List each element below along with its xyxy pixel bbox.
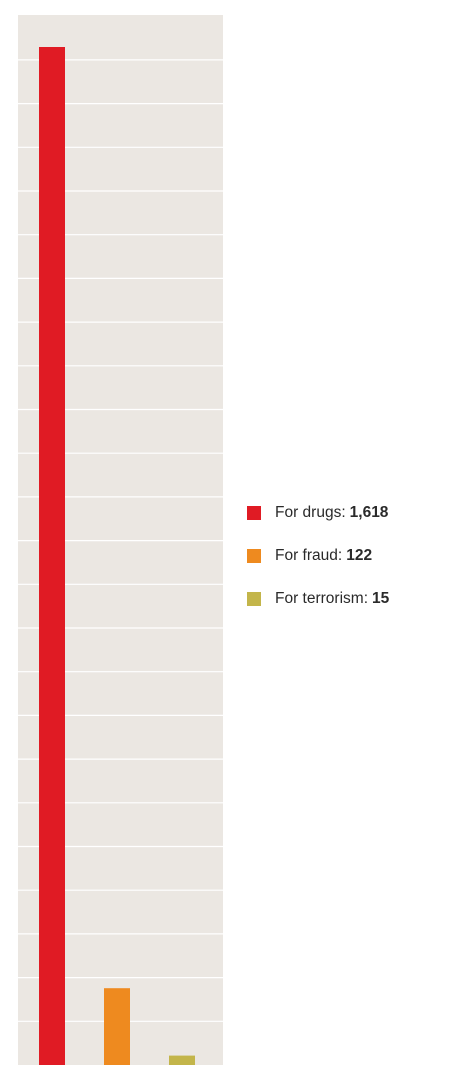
legend-item-fraud: For fraud: 122	[247, 546, 442, 566]
legend-value-fraud: 122	[346, 547, 373, 564]
bar-drugs	[39, 47, 65, 1065]
legend-value-terrorism: 15	[372, 590, 390, 607]
legend-value-drugs: 1,618	[349, 504, 389, 521]
legend-swatch-terrorism	[247, 592, 261, 606]
legend-item-terrorism: For terrorism: 15	[247, 589, 442, 609]
legend: For drugs: 1,618 For fraud: 122 For terr…	[247, 503, 442, 632]
bars	[39, 47, 195, 1065]
legend-swatch-fraud	[247, 549, 261, 563]
legend-label-terrorism: For terrorism:	[275, 590, 368, 607]
legend-item-drugs: For drugs: 1,618	[247, 503, 442, 523]
legend-swatch-drugs	[247, 506, 261, 520]
legend-label-fraud: For fraud:	[275, 547, 343, 564]
bar-terrorism	[169, 1055, 195, 1065]
legend-label-drugs: For drugs:	[275, 504, 346, 521]
bar-fraud	[104, 988, 130, 1065]
